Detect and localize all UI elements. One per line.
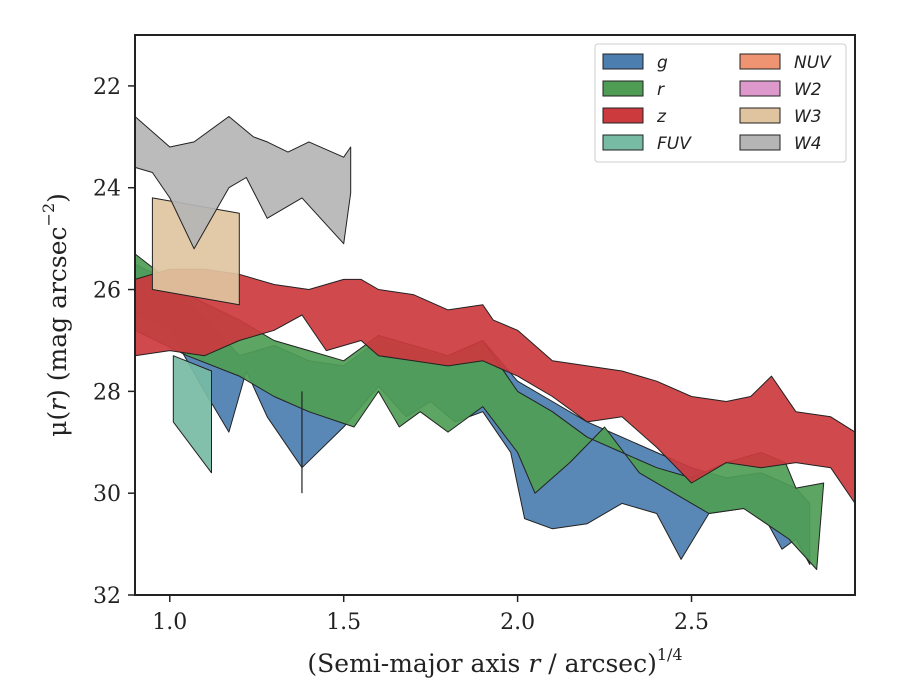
- y-axis-label-exponent: −2: [39, 203, 58, 227]
- x-axis-label-exponent: 1/4: [657, 645, 683, 664]
- chart-legend: grz FUV NUV W2 W3 W4: [594, 43, 847, 163]
- y-axis-label-after: ) (mag arcsec: [43, 226, 72, 399]
- legend-swatch-w2: [739, 80, 781, 97]
- y-axis-label: μ(r) (mag arcsec−2): [39, 193, 72, 437]
- legend-label-w2: W2: [794, 80, 822, 100]
- legend-swatch-w3: [739, 107, 781, 124]
- legend-frame: [594, 43, 847, 163]
- y-tick-label: 26: [93, 279, 121, 304]
- legend-label-fuv: FUV: [657, 134, 692, 154]
- legend-label-nuv: NUV: [794, 53, 832, 73]
- legend-swatch-z: [602, 107, 644, 124]
- x-axis-ticks: 1.0 1.5 2.0 2.5: [152, 595, 709, 635]
- x-tick-label: 2.5: [674, 610, 709, 635]
- chart-areas: [134, 116, 856, 570]
- legend-label-z: z: [656, 107, 667, 127]
- y-tick-label: 30: [93, 482, 121, 507]
- series-area-fuv: [172, 355, 212, 474]
- legend-swatch-r: [602, 80, 644, 97]
- x-tick-label: 1.0: [152, 610, 187, 635]
- y-axis-label-close: ): [43, 193, 72, 203]
- legend-swatch-g: [602, 53, 644, 70]
- x-tick-label: 1.5: [326, 610, 361, 635]
- legend-swatch-nuv: [739, 53, 781, 70]
- y-axis-label-italic: r: [43, 397, 72, 411]
- x-axis-label-italic: r: [528, 649, 542, 678]
- x-axis-label-before: (Semi-major axis: [307, 649, 528, 678]
- x-axis-label-after: / arcsec): [540, 649, 657, 678]
- legend-label-r: r: [657, 80, 665, 100]
- y-tick-label: 32: [93, 584, 121, 609]
- legend-label-g: g: [657, 53, 668, 73]
- y-axis-ticks: 22 24 26 28 30 32: [93, 75, 135, 609]
- legend-swatch-fuv: [602, 134, 644, 151]
- legend-swatch-w4: [739, 134, 781, 151]
- y-tick-label: 22: [93, 75, 121, 100]
- y-axis-label-before: μ(: [43, 411, 72, 437]
- legend-label-w4: W4: [794, 134, 822, 154]
- plot-frame: [134, 34, 856, 596]
- series-area-z: [134, 268, 856, 504]
- x-axis-label: (Semi-major axis r / arcsec)1/4: [307, 645, 682, 678]
- y-tick-label: 28: [93, 380, 121, 405]
- legend-label-w3: W3: [794, 107, 822, 127]
- y-tick-label: 24: [93, 177, 121, 202]
- series-area-w4: [134, 116, 352, 250]
- x-tick-label: 2.0: [500, 610, 535, 635]
